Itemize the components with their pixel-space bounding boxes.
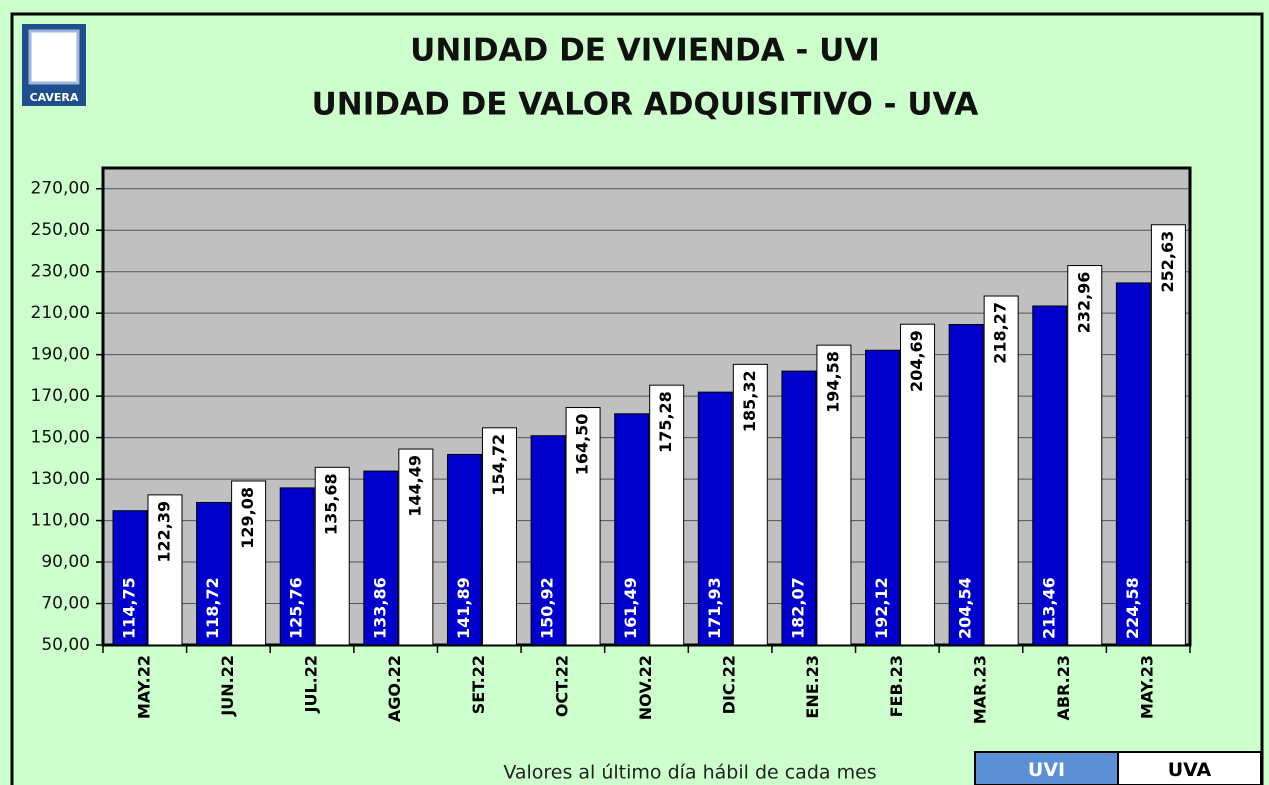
value-label: 164,50 [573,414,592,476]
x-tick-label: JUN.22 [218,655,237,717]
y-tick-label: 270,00 [31,179,90,199]
logo-square [28,29,80,85]
bar [781,370,817,646]
bar [112,510,148,646]
value-label: 192,12 [872,577,891,639]
value-label: 133,86 [370,577,389,639]
x-tick-label: MAY.23 [1138,655,1157,719]
x-tick-label: ENE.23 [803,655,822,719]
value-label: 218,27 [991,302,1010,364]
bar [231,480,267,646]
bar [1067,265,1103,646]
x-tick-label: NOV.22 [636,655,655,720]
value-label: 252,63 [1158,231,1177,293]
value-label: 144,49 [405,455,424,517]
value-label: 125,76 [287,577,306,639]
legend-label: UVA [1168,759,1212,781]
y-tick-label: 110,00 [31,511,90,531]
x-tick-label: DIC.22 [720,655,739,714]
y-tick-label: 70,00 [41,594,90,614]
x-tick-label: FEB.23 [887,655,906,717]
bar [983,295,1019,646]
value-label: 141,89 [454,577,473,639]
frame [10,12,1264,785]
legend-label: UVI [1028,759,1065,781]
bar [398,448,434,646]
value-label: 175,28 [656,391,675,453]
y-tick-label: 190,00 [31,345,90,365]
value-label: 135,68 [322,473,341,535]
y-tick-label: 90,00 [41,552,90,572]
value-label: 232,96 [1074,272,1093,334]
bar [363,470,399,646]
x-axis-label: Valores al último día hábil de cada mes [503,762,876,784]
x-tick-label: JUL.22 [302,655,321,713]
y-tick-label: 230,00 [31,262,90,282]
chart-title: UNIDAD DE VIVIENDA - UVI [410,33,880,69]
bar [732,363,768,646]
value-label: 154,72 [489,434,508,496]
value-label: 185,32 [740,370,759,432]
value-label: 171,93 [705,577,724,639]
y-tick-label: 210,00 [31,303,90,323]
bar [530,435,566,646]
x-tick-label: OCT.22 [552,655,571,717]
bar [314,466,350,646]
bar [481,427,517,646]
value-label: 150,92 [538,577,557,639]
x-tick-label: MAY.22 [134,655,153,719]
bar [196,501,232,646]
x-tick-label: AGO.22 [385,655,404,722]
y-tick-label: 150,00 [31,428,90,448]
value-label: 204,54 [956,577,975,639]
bar [816,344,852,646]
bar [1115,282,1151,646]
legend-swatch [1117,751,1262,785]
y-tick-label: 250,00 [31,220,90,240]
bar [1032,305,1068,646]
bar [1150,224,1186,646]
value-label: 122,39 [155,501,174,563]
value-label: 204,69 [907,330,926,392]
bar [697,391,733,646]
bar [865,349,901,646]
y-tick-label: 50,00 [41,635,90,655]
bar [279,487,315,646]
value-label: 182,07 [788,577,807,639]
value-label: 213,46 [1039,577,1058,639]
x-tick-label: MAR.23 [970,655,989,724]
value-label: 114,75 [120,577,139,639]
y-tick-label: 130,00 [31,469,90,489]
bar [900,323,936,646]
y-tick-label: 170,00 [31,386,90,406]
logo-text: CAVERA [30,91,79,104]
bar [446,453,482,646]
value-label: 224,58 [1123,577,1142,639]
bar [649,384,685,646]
chart-subtitle: UNIDAD DE VALOR ADQUISITIVO - UVA [312,87,979,123]
bar [147,494,183,646]
x-tick-label: ABR.23 [1054,655,1073,721]
bar [948,323,984,646]
value-label: 129,08 [238,487,257,549]
value-label: 118,72 [203,577,222,639]
value-label: 161,49 [621,577,640,639]
bar [565,407,601,646]
x-tick-label: SET.22 [469,655,488,714]
bar [614,413,650,646]
value-label: 194,58 [823,351,842,413]
